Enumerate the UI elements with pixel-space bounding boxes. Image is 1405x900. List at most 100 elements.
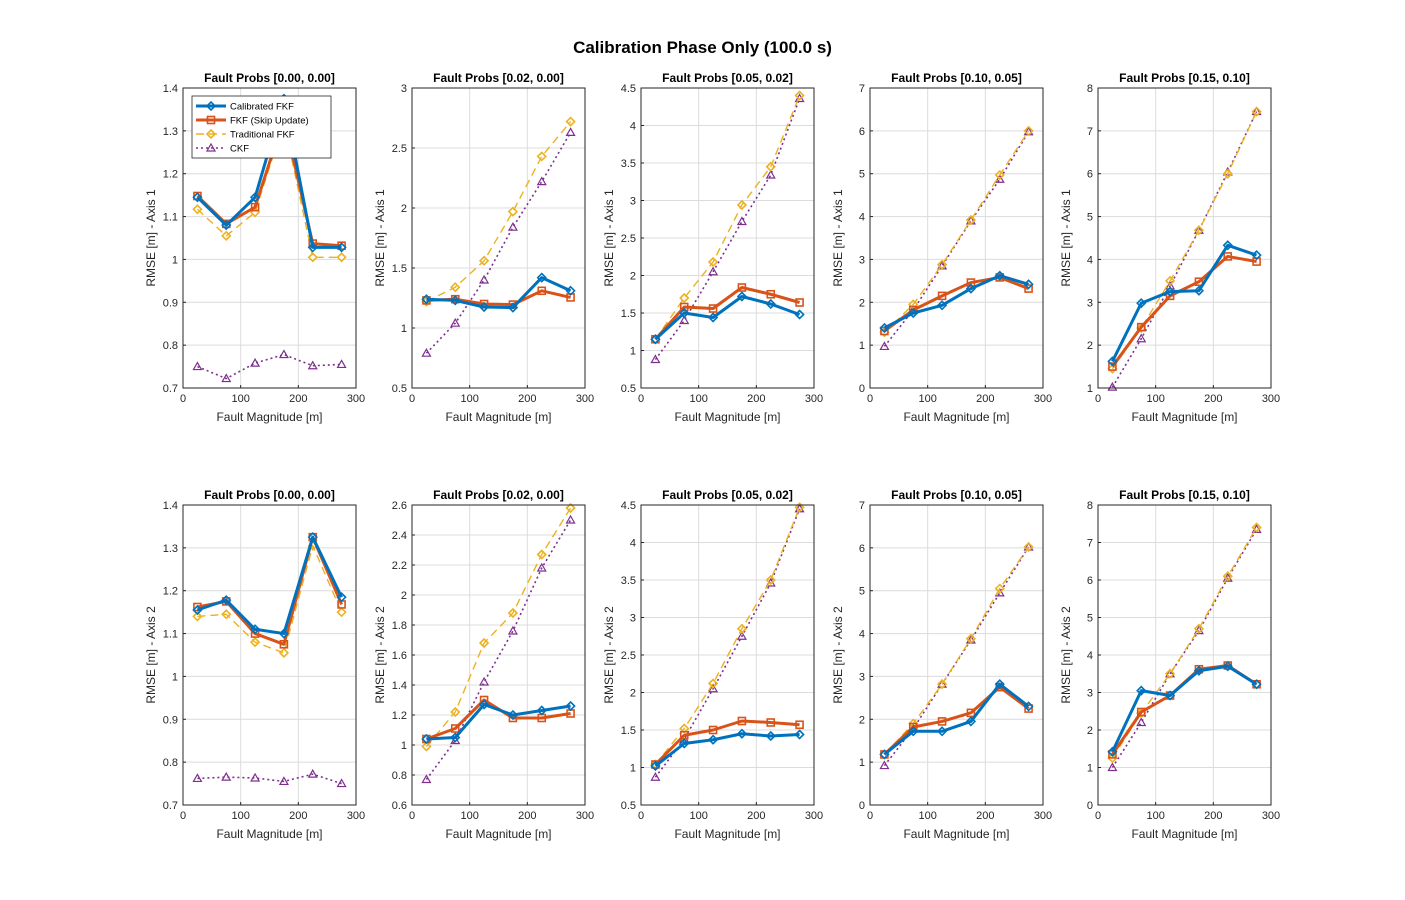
y-tick-label: 1 xyxy=(401,740,407,752)
data-point xyxy=(1251,522,1262,533)
y-tick-label: 1.1 xyxy=(163,629,178,641)
subplot-6: 0 100 200 300 0.7 0.8 0.9 1 1.1 1.2 1.3 1.4 Fault Pr… xyxy=(144,488,365,841)
data-point xyxy=(736,216,747,226)
y-axis-label: RMSE [m] - Axis 1 xyxy=(602,189,616,287)
x-axis-label: Fault Magnitude [m] xyxy=(903,410,1009,424)
data-point xyxy=(736,631,747,640)
y-tick-label: 3 xyxy=(1087,688,1093,700)
series-ckf xyxy=(421,127,576,357)
y-axis-label: RMSE [m] - Axis 2 xyxy=(831,606,845,704)
data-point xyxy=(1193,623,1205,634)
y-tick-label: 4.5 xyxy=(621,83,636,95)
data-point xyxy=(1164,690,1176,701)
data-point xyxy=(221,230,232,241)
data-point xyxy=(650,334,661,345)
series-line xyxy=(196,535,343,636)
data-point xyxy=(336,607,347,618)
data-point xyxy=(221,220,232,231)
data-point xyxy=(994,174,1005,183)
y-tick-label: 1 xyxy=(172,254,178,266)
data-point xyxy=(537,286,547,296)
data-point xyxy=(221,771,232,781)
series-line xyxy=(883,546,1030,755)
legend-marker xyxy=(205,142,217,152)
series-calibrated-fkf xyxy=(1107,240,1262,367)
data-point xyxy=(192,611,203,622)
data-point xyxy=(192,361,203,371)
y-tick-label: 8 xyxy=(1087,500,1093,512)
legend-entry: Calibrated FKF xyxy=(196,100,294,113)
y-tick-label: 1.2 xyxy=(392,710,407,722)
data-point xyxy=(708,725,718,735)
axes-box xyxy=(182,87,357,389)
subplot-8: 0 100 200 300 0.5 1 1.5 2 2.5 3 3.5 4 4.5 Fault Probs… xyxy=(602,488,823,841)
subplot-title: Fault Probs [0.15, 0.10] xyxy=(1119,71,1250,85)
x-tick-label: 300 xyxy=(576,810,594,822)
y-tick-label: 2.5 xyxy=(621,650,636,662)
y-axis-label: RMSE [m] - Axis 1 xyxy=(831,189,845,287)
y-axis-label: RMSE [m] - Axis 2 xyxy=(1059,606,1073,704)
x-tick-label: 100 xyxy=(231,810,249,822)
data-point xyxy=(707,678,719,689)
subplot-title: Fault Probs [0.05, 0.02] xyxy=(662,71,793,85)
data-point xyxy=(736,291,748,302)
x-tick-label: 300 xyxy=(1034,393,1052,405)
data-point xyxy=(708,683,719,693)
data-point xyxy=(1164,286,1176,297)
y-tick-label: 1.3 xyxy=(163,126,178,138)
y-tick-label: 3 xyxy=(1087,297,1093,309)
data-point xyxy=(1165,280,1176,290)
subplot-10: 0 100 200 300 0 1 2 3 4 5 6 7 8 Fault Probs [0.15, 0.… xyxy=(1059,488,1280,841)
y-tick-label: 3.5 xyxy=(621,575,636,587)
data-point xyxy=(1023,279,1034,290)
y-tick-label: 0.8 xyxy=(163,757,178,769)
legend-label: Calibrated FKF xyxy=(230,102,294,113)
legend-entry: CKF xyxy=(196,142,249,155)
series-line xyxy=(654,95,801,340)
data-point xyxy=(565,700,576,712)
x-tick-label: 100 xyxy=(689,810,707,822)
y-tick-label: 1.2 xyxy=(163,169,178,181)
x-axis-label: Fault Magnitude [m] xyxy=(216,410,322,424)
data-point xyxy=(765,574,776,586)
data-point xyxy=(250,772,261,782)
x-tick-label: 200 xyxy=(747,393,765,405)
x-tick-label: 100 xyxy=(460,393,478,405)
x-tick-label: 0 xyxy=(867,393,873,405)
y-tick-label: 0.5 xyxy=(621,383,636,395)
data-point xyxy=(965,716,977,727)
y-axis-label: RMSE [m] - Axis 2 xyxy=(144,606,158,704)
y-tick-label: 0.7 xyxy=(163,383,178,395)
y-tick-label: 1.4 xyxy=(392,680,407,692)
data-point xyxy=(707,312,719,323)
y-tick-label: 0.5 xyxy=(392,383,407,395)
y-tick-label: 3 xyxy=(401,83,407,95)
series-line xyxy=(883,275,1030,333)
data-point xyxy=(650,760,661,772)
x-tick-label: 200 xyxy=(747,810,765,822)
y-tick-label: 1 xyxy=(401,323,407,335)
axes-box xyxy=(411,504,586,806)
data-point xyxy=(278,628,290,639)
x-tick-label: 300 xyxy=(347,393,365,405)
data-point xyxy=(937,717,947,726)
data-point xyxy=(307,532,318,543)
axes-box xyxy=(182,504,357,806)
x-tick-label: 0 xyxy=(180,810,186,822)
y-tick-label: 0 xyxy=(859,383,865,395)
subplot-title: Fault Probs [0.10, 0.05] xyxy=(891,488,1022,502)
subplot-2: 0 100 200 300 0.5 1 1.5 2 2.5 3 Fault Probs [0.02,… xyxy=(373,71,594,424)
data-point xyxy=(1222,571,1233,582)
data-point xyxy=(1223,252,1233,261)
x-tick-label: 300 xyxy=(347,810,365,822)
data-point xyxy=(737,716,747,726)
data-point xyxy=(737,283,747,292)
data-point xyxy=(1164,275,1176,286)
y-tick-label: 1 xyxy=(1087,763,1093,775)
data-point xyxy=(795,298,804,307)
x-axis-label: Fault Magnitude [m] xyxy=(674,410,780,424)
y-tick-label: 0.7 xyxy=(163,800,178,812)
y-tick-label: 2.2 xyxy=(392,560,407,572)
data-point xyxy=(795,720,804,730)
